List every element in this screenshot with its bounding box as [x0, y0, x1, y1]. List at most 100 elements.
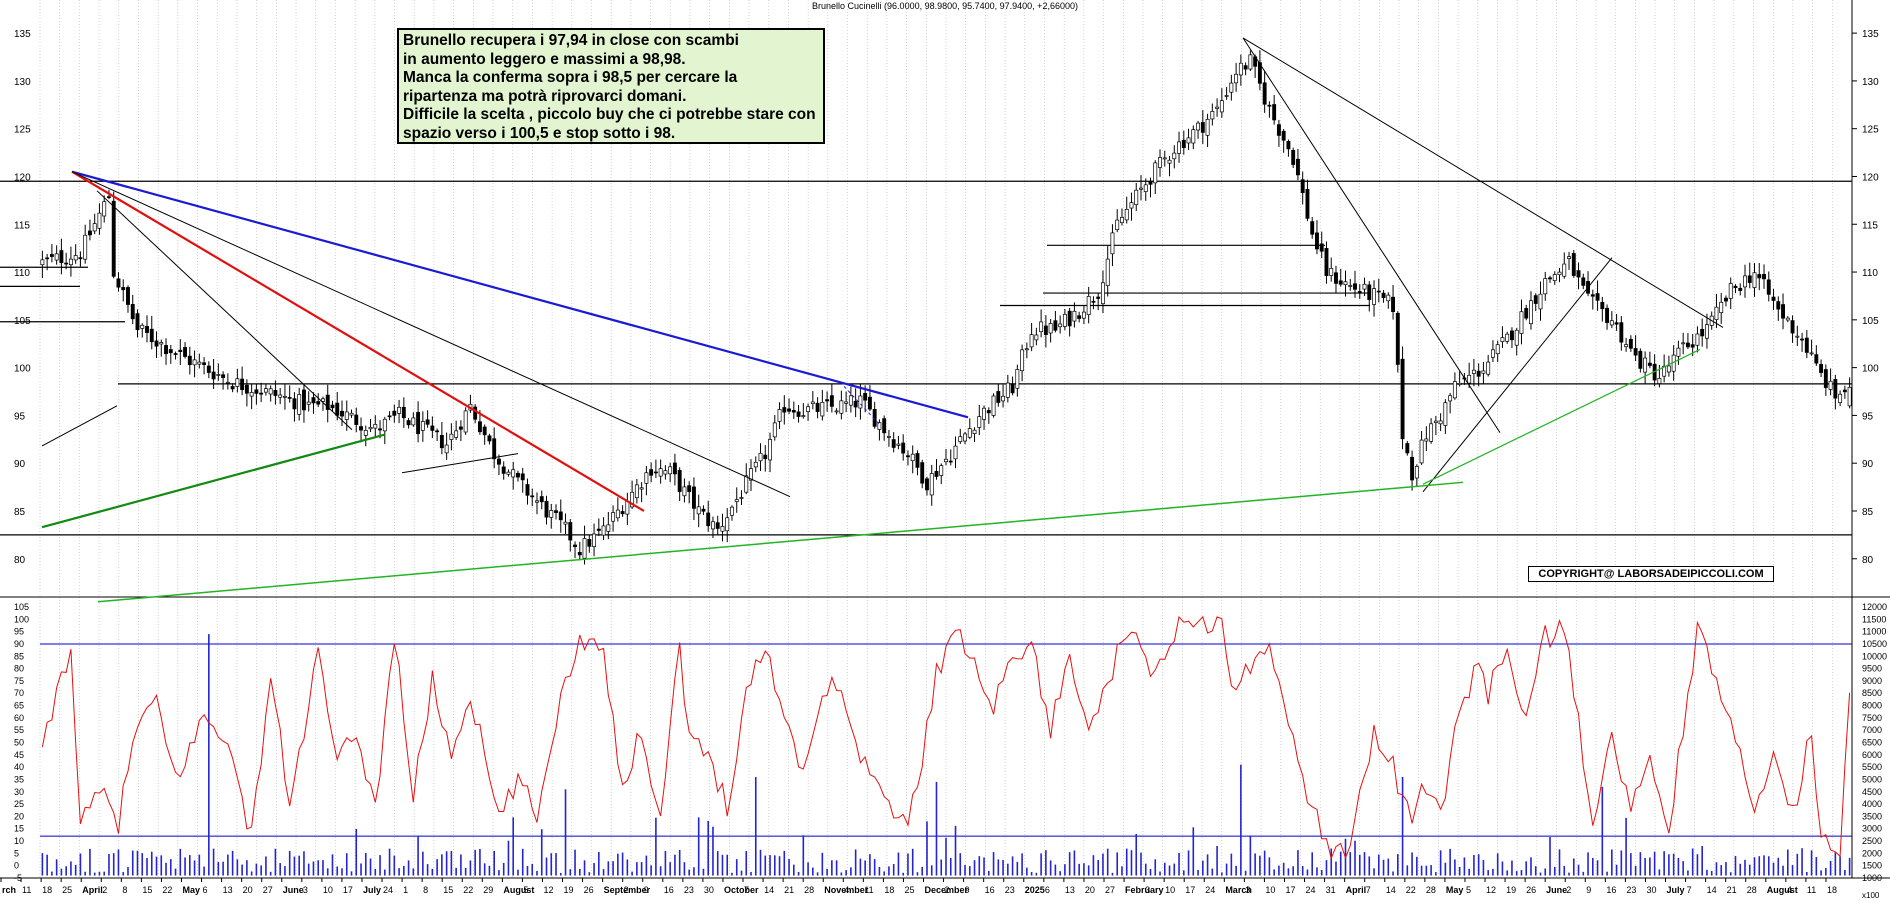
- candle-body: [1210, 111, 1215, 120]
- candle-body: [149, 328, 154, 343]
- x-axis-label: 20: [243, 885, 253, 895]
- candle-body: [558, 511, 563, 521]
- candle-body: [1224, 95, 1229, 97]
- x-axis-label: 7: [1366, 885, 1371, 895]
- candle-body: [1334, 272, 1338, 284]
- candle-body: [882, 418, 887, 434]
- x-axis-label: 17: [343, 885, 353, 895]
- volume-tick-right: 1500: [1862, 861, 1882, 871]
- candle-body: [49, 254, 54, 257]
- candle-body: [1738, 287, 1743, 291]
- candle-body: [668, 466, 673, 475]
- candle-body: [1771, 296, 1776, 301]
- candle-body: [1191, 129, 1196, 144]
- candle-body: [1638, 350, 1643, 369]
- candle-body: [1609, 320, 1614, 326]
- candle-body: [1305, 189, 1310, 219]
- candle-body: [59, 250, 64, 264]
- candle-body: [839, 400, 844, 414]
- candle-body: [263, 388, 268, 393]
- x-axis-label: 19: [564, 885, 574, 895]
- candle-body: [387, 415, 392, 418]
- oscillator-tick-left: 100: [14, 614, 29, 624]
- x-axis-label: 18: [42, 885, 52, 895]
- candle-body: [1129, 202, 1134, 209]
- oscillator-tick-left: 15: [14, 824, 24, 834]
- candle-body: [768, 439, 772, 461]
- candle-body: [1833, 378, 1838, 399]
- candle-body: [487, 435, 492, 442]
- candle-body: [1091, 300, 1096, 303]
- candle-body: [1053, 320, 1058, 331]
- candle-body: [1267, 104, 1272, 107]
- candle-body: [1614, 322, 1619, 325]
- candle-body: [107, 196, 111, 198]
- x-axis-label: 7: [744, 885, 749, 895]
- x-axis-label: 28: [1747, 885, 1757, 895]
- candle-body: [1386, 294, 1391, 302]
- candle-body: [644, 472, 649, 484]
- x-axis-label: 11: [1807, 885, 1816, 895]
- candle-body: [1005, 382, 1010, 398]
- candle-body: [111, 200, 116, 277]
- oscillator-tick-left: -5: [14, 873, 22, 883]
- volume-tick-right: 9000: [1862, 676, 1882, 686]
- oscillator-tick-left: 60: [14, 713, 24, 723]
- candle-body: [711, 521, 715, 530]
- candle-body: [1276, 124, 1281, 136]
- candle-body: [1058, 323, 1063, 328]
- candle-body: [1562, 263, 1567, 277]
- candle-body: [411, 417, 416, 426]
- x-axis-label: 25: [62, 885, 72, 895]
- candle-body: [1177, 141, 1181, 154]
- candle-body: [1666, 365, 1671, 373]
- candle-body: [1343, 281, 1348, 285]
- candle-body: [178, 349, 183, 352]
- x-axis-label: 27: [263, 885, 273, 895]
- candle-body: [321, 398, 325, 402]
- candle-body: [658, 468, 663, 477]
- candle-body: [1300, 179, 1305, 194]
- x-axis-label: 11: [22, 885, 31, 895]
- candle-body: [244, 384, 249, 394]
- candle-body: [1443, 402, 1448, 426]
- candle-body: [891, 439, 896, 448]
- x-axis-label: 13: [1065, 885, 1075, 895]
- candle-body: [1229, 82, 1234, 93]
- candle-body: [1329, 268, 1334, 276]
- candle-body: [1471, 369, 1476, 374]
- x-axis-label: 2025: [1025, 885, 1045, 895]
- candle-body: [582, 538, 587, 559]
- x-axis-label: 16: [985, 885, 995, 895]
- candle-body: [535, 500, 539, 503]
- candle-body: [145, 326, 149, 333]
- candle-body: [439, 434, 444, 449]
- black-trendline: [1422, 257, 1613, 493]
- x-axis-label: 14: [1707, 885, 1717, 895]
- candle-body: [649, 469, 654, 476]
- candle-body: [625, 500, 630, 515]
- candle-body: [573, 544, 577, 548]
- candle-body: [506, 471, 511, 475]
- oscillator-tick-left: 20: [14, 811, 24, 821]
- candle-body: [1196, 122, 1201, 131]
- candle-body: [901, 442, 906, 454]
- x-axis-label: 25: [904, 885, 914, 895]
- candle-body: [168, 349, 173, 354]
- candle-body: [1124, 209, 1129, 221]
- candle-body: [1072, 310, 1077, 322]
- candle-body: [967, 428, 972, 438]
- candle-body: [1510, 330, 1514, 341]
- x-axis-label: 3: [1145, 885, 1150, 895]
- candle-body: [273, 389, 278, 396]
- oscillator-tick-left: 95: [14, 627, 24, 637]
- black-trendline: [1242, 37, 1724, 328]
- x-axis-label: 14: [1386, 885, 1396, 895]
- x-axis-label: 1: [403, 885, 408, 895]
- candle-body: [886, 436, 891, 438]
- candle-body: [1010, 383, 1015, 394]
- candle-body: [287, 397, 292, 399]
- oscillator-tick-left: 50: [14, 738, 24, 748]
- candle-body: [1595, 293, 1600, 301]
- x-axis-label: 27: [1105, 885, 1115, 895]
